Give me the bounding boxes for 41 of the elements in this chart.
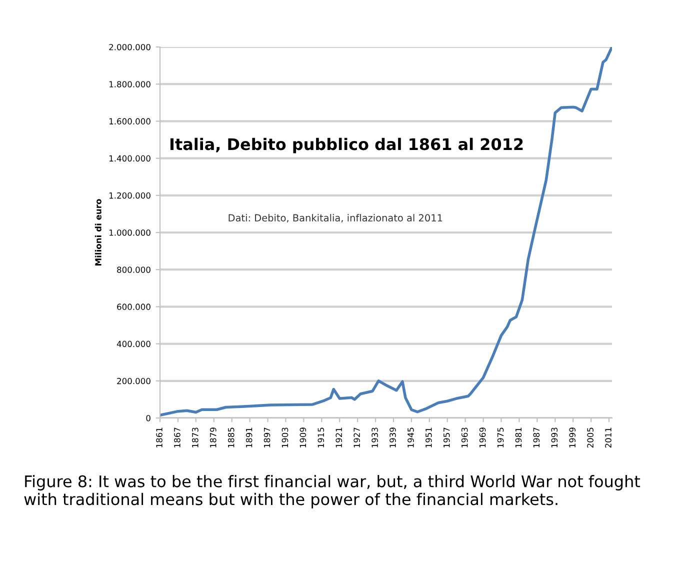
x-tick-label: 1885 <box>228 428 234 448</box>
x-tick-label: 1915 <box>318 428 324 448</box>
y-tick-label: 0 <box>146 414 150 422</box>
x-tick-label: 1999 <box>569 428 576 448</box>
text: Italia, Debito pubblico dal 1861 al 2012 <box>170 138 523 154</box>
x-tick-label: 1921 <box>336 428 342 448</box>
x-tick-label: 1963 <box>461 428 468 448</box>
y-tick-label: 600.000 <box>117 304 150 310</box>
y-tick-label: 1.800.000 <box>109 81 150 88</box>
x-tick-label: 1891 <box>246 428 252 448</box>
y-tick-label: 1.400.000 <box>109 155 150 162</box>
x-tick-label: 1927 <box>354 428 360 448</box>
x-tick-label: 1993 <box>551 428 558 448</box>
y-tick-label: 200.000 <box>117 378 150 384</box>
y-tick-label: 2.000.000 <box>109 44 150 50</box>
y-tick-label: 1.000.000 <box>109 229 150 236</box>
x-tick-label: 1903 <box>282 428 288 448</box>
x-tick-label: 1879 <box>210 428 216 448</box>
x-tick-label: 2005 <box>587 428 594 448</box>
x-tick-label: 1951 <box>426 428 432 448</box>
x-tick-label: 1939 <box>390 428 396 448</box>
y-axis-title: Milioni di euro <box>94 199 102 266</box>
x-tick-label: 1945 <box>408 428 414 448</box>
x-tick-label: 1987 <box>533 428 540 448</box>
x-tick-label: 1873 <box>192 428 198 448</box>
x-tick-label: 1981 <box>515 428 522 448</box>
caption: Figure 8: It was to be the first financial war, but, a third World War not fought with traditional means but with the power of the financial markets. <box>24 475 640 508</box>
x-tick-label: 1909 <box>300 428 306 448</box>
y-tick-label: 1.200.000 <box>109 192 150 199</box>
annotation: Dati: Debito, Bankitalia, inflazionato al 2011 <box>228 214 442 222</box>
x-tick-label: 1933 <box>372 428 378 448</box>
x-tick-label: 1969 <box>479 428 486 448</box>
x-tick-label: 1867 <box>174 428 180 448</box>
x-tick-label: 2011 <box>605 428 612 448</box>
x-tick-label: 1957 <box>443 428 450 448</box>
x-tick-label: 1975 <box>497 428 504 448</box>
y-tick-label: 400.000 <box>116 340 150 348</box>
x-tick-label: 1861 <box>156 428 162 448</box>
y-tick-label: 1.600.000 <box>109 118 150 124</box>
x-tick-label: 1897 <box>264 428 270 448</box>
y-tick-label: 800.000 <box>117 266 150 273</box>
